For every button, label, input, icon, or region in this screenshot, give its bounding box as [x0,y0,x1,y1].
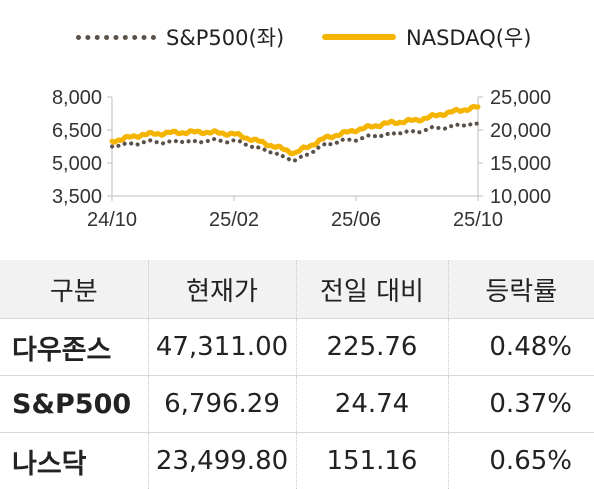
x-tick-label: 24/10 [87,209,137,231]
table-row: S&P500 6,796.29 24.74 0.37% [0,376,594,433]
y-right-tick-label: 10,000 [490,186,551,208]
series-sp500-line [112,123,478,162]
row-price: 23,499.80 [148,433,296,489]
table-header-row: 구분 현재가 전일 대비 등락률 [0,260,594,319]
row-name: S&P500 [0,376,148,433]
row-name: 나스닥 [0,433,148,489]
x-tick-label: 25/06 [331,209,381,231]
y-left-tick-label: 8,000 [52,87,102,109]
y-right-tick-label: 25,000 [490,87,551,109]
x-tick-label: 25/10 [453,209,503,231]
chart-series [112,106,478,161]
table-row: 다우존스 47,311.00 225.76 0.48% [0,319,594,376]
table-row: 나스닥 23,499.80 151.16 0.65% [0,433,594,489]
row-change: 151.16 [296,433,448,489]
y-left-tick-label: 3,500 [52,186,102,208]
legend-item-nasdaq: NASDAQ(우) [322,22,531,52]
chart-legend: S&P500(좌) NASDAQ(우) [0,22,594,56]
y-left-tick-label: 5,000 [52,153,102,175]
index-quote-table: 구분 현재가 전일 대비 등락률 다우존스 47,311.00 225.76 0… [0,260,594,489]
header-current-price: 현재가 [148,260,296,319]
header-category: 구분 [0,260,148,319]
legend-item-sp500: S&P500(좌) [76,22,284,52]
legend-label-nasdaq: NASDAQ(우) [406,22,531,52]
row-name: 다우존스 [0,319,148,376]
row-price: 47,311.00 [148,319,296,376]
row-rate: 0.37% [448,376,594,433]
solid-line-swatch-icon [322,34,396,40]
header-change-rate: 등락률 [448,260,594,319]
y-right-tick-label: 15,000 [490,153,551,175]
row-rate: 0.48% [448,319,594,376]
row-change: 225.76 [296,319,448,376]
y-right-tick-label: 20,000 [490,120,551,142]
row-change: 24.74 [296,376,448,433]
series-nasdaq-line [112,106,478,153]
legend-label-sp500: S&P500(좌) [166,22,284,52]
header-change: 전일 대비 [296,260,448,319]
row-rate: 0.65% [448,433,594,489]
dotted-line-swatch-icon [76,35,156,40]
y-left-tick-label: 6,500 [52,120,102,142]
x-tick-label: 25/02 [209,209,259,231]
row-price: 6,796.29 [148,376,296,433]
